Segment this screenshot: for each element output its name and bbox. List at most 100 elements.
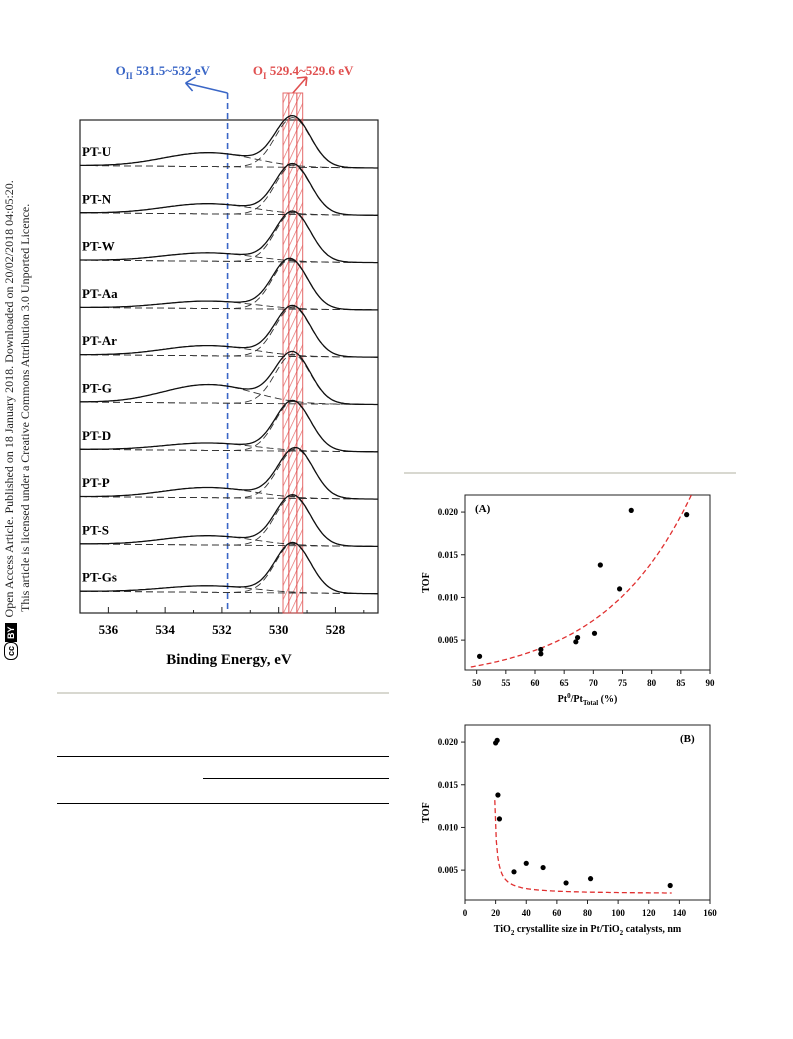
sample-label-PT-W: PT-W [82, 239, 115, 254]
tofB-x-tick-label-5: 100 [611, 908, 625, 918]
spectrum-PT-S [80, 494, 378, 548]
tofB-y-tick-label-1: 0.010 [438, 822, 459, 832]
oi-band [282, 92, 304, 614]
tofA-point-9 [684, 512, 690, 518]
cc-icon: cc [3, 641, 18, 660]
sample-label-PT-G: PT-G [82, 381, 112, 396]
spectrum-oi-component-PT-P [80, 448, 378, 500]
tofB-fit-curve [494, 800, 672, 894]
tofA-point-6 [597, 562, 603, 568]
tofA-y-tick-label-1: 0.010 [438, 592, 459, 602]
x-axis-label: Binding Energy, eV [166, 652, 292, 668]
tofB-x-tick-label-2: 40 [522, 908, 532, 918]
tofB-y-tick-label-0: 0.005 [438, 865, 459, 875]
right-section-divider [404, 472, 736, 474]
tofA-fit-curve [470, 493, 693, 668]
tofB-x-axis-label: TiO2 crystallite size in Pt/TiO2 catalys… [494, 924, 682, 937]
tofA-y-tick-label-0: 0.005 [438, 635, 459, 645]
spectrum-oi-component-PT-Aa [80, 259, 378, 311]
tofA-point-4 [574, 634, 581, 641]
sample-label-PT-P: PT-P [82, 475, 110, 490]
tofB-x-tick-label-7: 140 [673, 908, 687, 918]
tofB-x-tick-label-0: 0 [463, 908, 468, 918]
notice-text-2: This article is licensed under a Creativ… [17, 203, 32, 612]
spectrum-oi-component-PT-W [80, 211, 378, 264]
sample-label-PT-N: PT-N [82, 191, 112, 206]
spectrum-PT-Gs [80, 541, 378, 595]
spectrum-oi-component-PT-G [80, 353, 378, 405]
tofB-x-tick-label-1: 20 [491, 908, 501, 918]
tofB-point-8 [587, 876, 594, 882]
spectrum-oi-component-PT-Ar [80, 306, 378, 358]
x-tick-label-4: 528 [326, 622, 346, 637]
x-tick-label-0: 536 [99, 622, 119, 637]
tofB-point-7 [563, 880, 569, 886]
tofB-x-tick-label-8: 160 [703, 908, 717, 918]
tofB-point-1 [494, 737, 500, 743]
tofB-y-tick-label-2: 0.015 [438, 780, 459, 790]
tofA-point-1 [538, 646, 544, 653]
tofA-x-tick-label-4: 70 [589, 678, 599, 688]
spectrum-PT-D [79, 399, 378, 453]
sample-label-PT-Gs: PT-Gs [82, 570, 117, 585]
tofB-point-4 [511, 869, 517, 875]
oii-arrow [184, 76, 228, 94]
spectrum-PT-U [80, 114, 378, 169]
x-tick-label-2: 532 [212, 622, 232, 637]
tof-vs-tio2-size-chart: 0 20 40 60 80 100 120 140 160 0.005 0.010 0.015 0.02… [421, 724, 717, 937]
by-icon: BY [4, 623, 17, 642]
sample-label-PT-Ar: PT-Ar [82, 333, 117, 348]
cc-by-badge[interactable]: ccBY [3, 623, 18, 660]
tofA-x-axis-label: Pt0/PtTotal (%) [558, 692, 618, 707]
x-tick-label-3: 530 [269, 622, 289, 637]
oi-label: OI 529.4~529.6 eV [253, 63, 354, 81]
table-header-rule [57, 803, 389, 804]
tofA-point-2 [538, 651, 544, 657]
notice-line-1: ccBY Open Access Article. Published on 1… [2, 140, 18, 660]
tofB-panel-label: (B) [680, 733, 695, 745]
spectrum-oi-component-PT-U [80, 117, 378, 169]
tofA-x-tick-label-1: 55 [501, 678, 511, 688]
xps-o1s-chart: 536 534 532 530 528 Binding Energy, eV OII 531… [79, 63, 379, 668]
tofB-y-axis-label: TOF [421, 802, 432, 822]
tofB-x-tick-label-6: 120 [642, 908, 656, 918]
spectrum-PT-N [80, 162, 378, 216]
tof-vs-pt0-chart: 50 55 60 65 70 75 80 85 90 0.005 0.010 0.015 0.020 TO… [421, 493, 716, 707]
tofA-point-0 [476, 653, 483, 659]
tofA-x-tick-label-3: 65 [560, 678, 570, 688]
tofA-y-tick-label-3: 0.020 [438, 507, 459, 517]
section-divider [57, 692, 389, 694]
table-top-rule [57, 756, 389, 757]
plot-frame [79, 119, 379, 614]
sample-label-PT-U: PT-U [82, 144, 112, 159]
tofB-point-2 [495, 792, 501, 798]
spectrum-oii-component-PT-G [80, 384, 378, 405]
tofA-frame [464, 494, 711, 671]
spectrum-PT-W [80, 210, 378, 264]
open-access-notice: ccBY Open Access Article. Published on 1… [2, 140, 42, 660]
notice-text-1: Open Access Article. Published on 18 Jan… [2, 180, 16, 618]
tofA-x-tick-label-6: 80 [647, 678, 657, 688]
table-sub-rule [203, 778, 389, 779]
tofB-x-tick-label-4: 80 [583, 908, 593, 918]
tofA-y-axis-label: TOF [421, 572, 432, 592]
tofA-x-tick-label-2: 60 [531, 678, 541, 688]
spectrum-PT-G [80, 350, 378, 406]
tofA-x-tick-label-5: 75 [618, 678, 628, 688]
oi-arrow [292, 76, 308, 94]
sample-label-PT-D: PT-D [82, 428, 111, 443]
tofB-point-5 [523, 860, 529, 866]
tofB-y-tick-label-3: 0.020 [438, 737, 459, 747]
tofB-x-tick-label-3: 60 [552, 908, 562, 918]
sample-label-PT-Aa: PT-Aa [82, 286, 118, 301]
tofA-point-5 [591, 630, 598, 636]
tofA-y-tick-label-2: 0.015 [438, 550, 459, 560]
tofA-panel-label: (A) [475, 503, 491, 515]
tofA-point-3 [573, 639, 579, 645]
tofB-point-9 [667, 882, 673, 889]
tofA-x-tick-label-7: 85 [676, 678, 686, 688]
tofA-x-tick-label-8: 90 [706, 678, 716, 688]
spectrum-PT-P [80, 446, 378, 500]
spectrum-oi-component-PT-N [80, 164, 378, 216]
tofB-point-6 [540, 864, 546, 871]
